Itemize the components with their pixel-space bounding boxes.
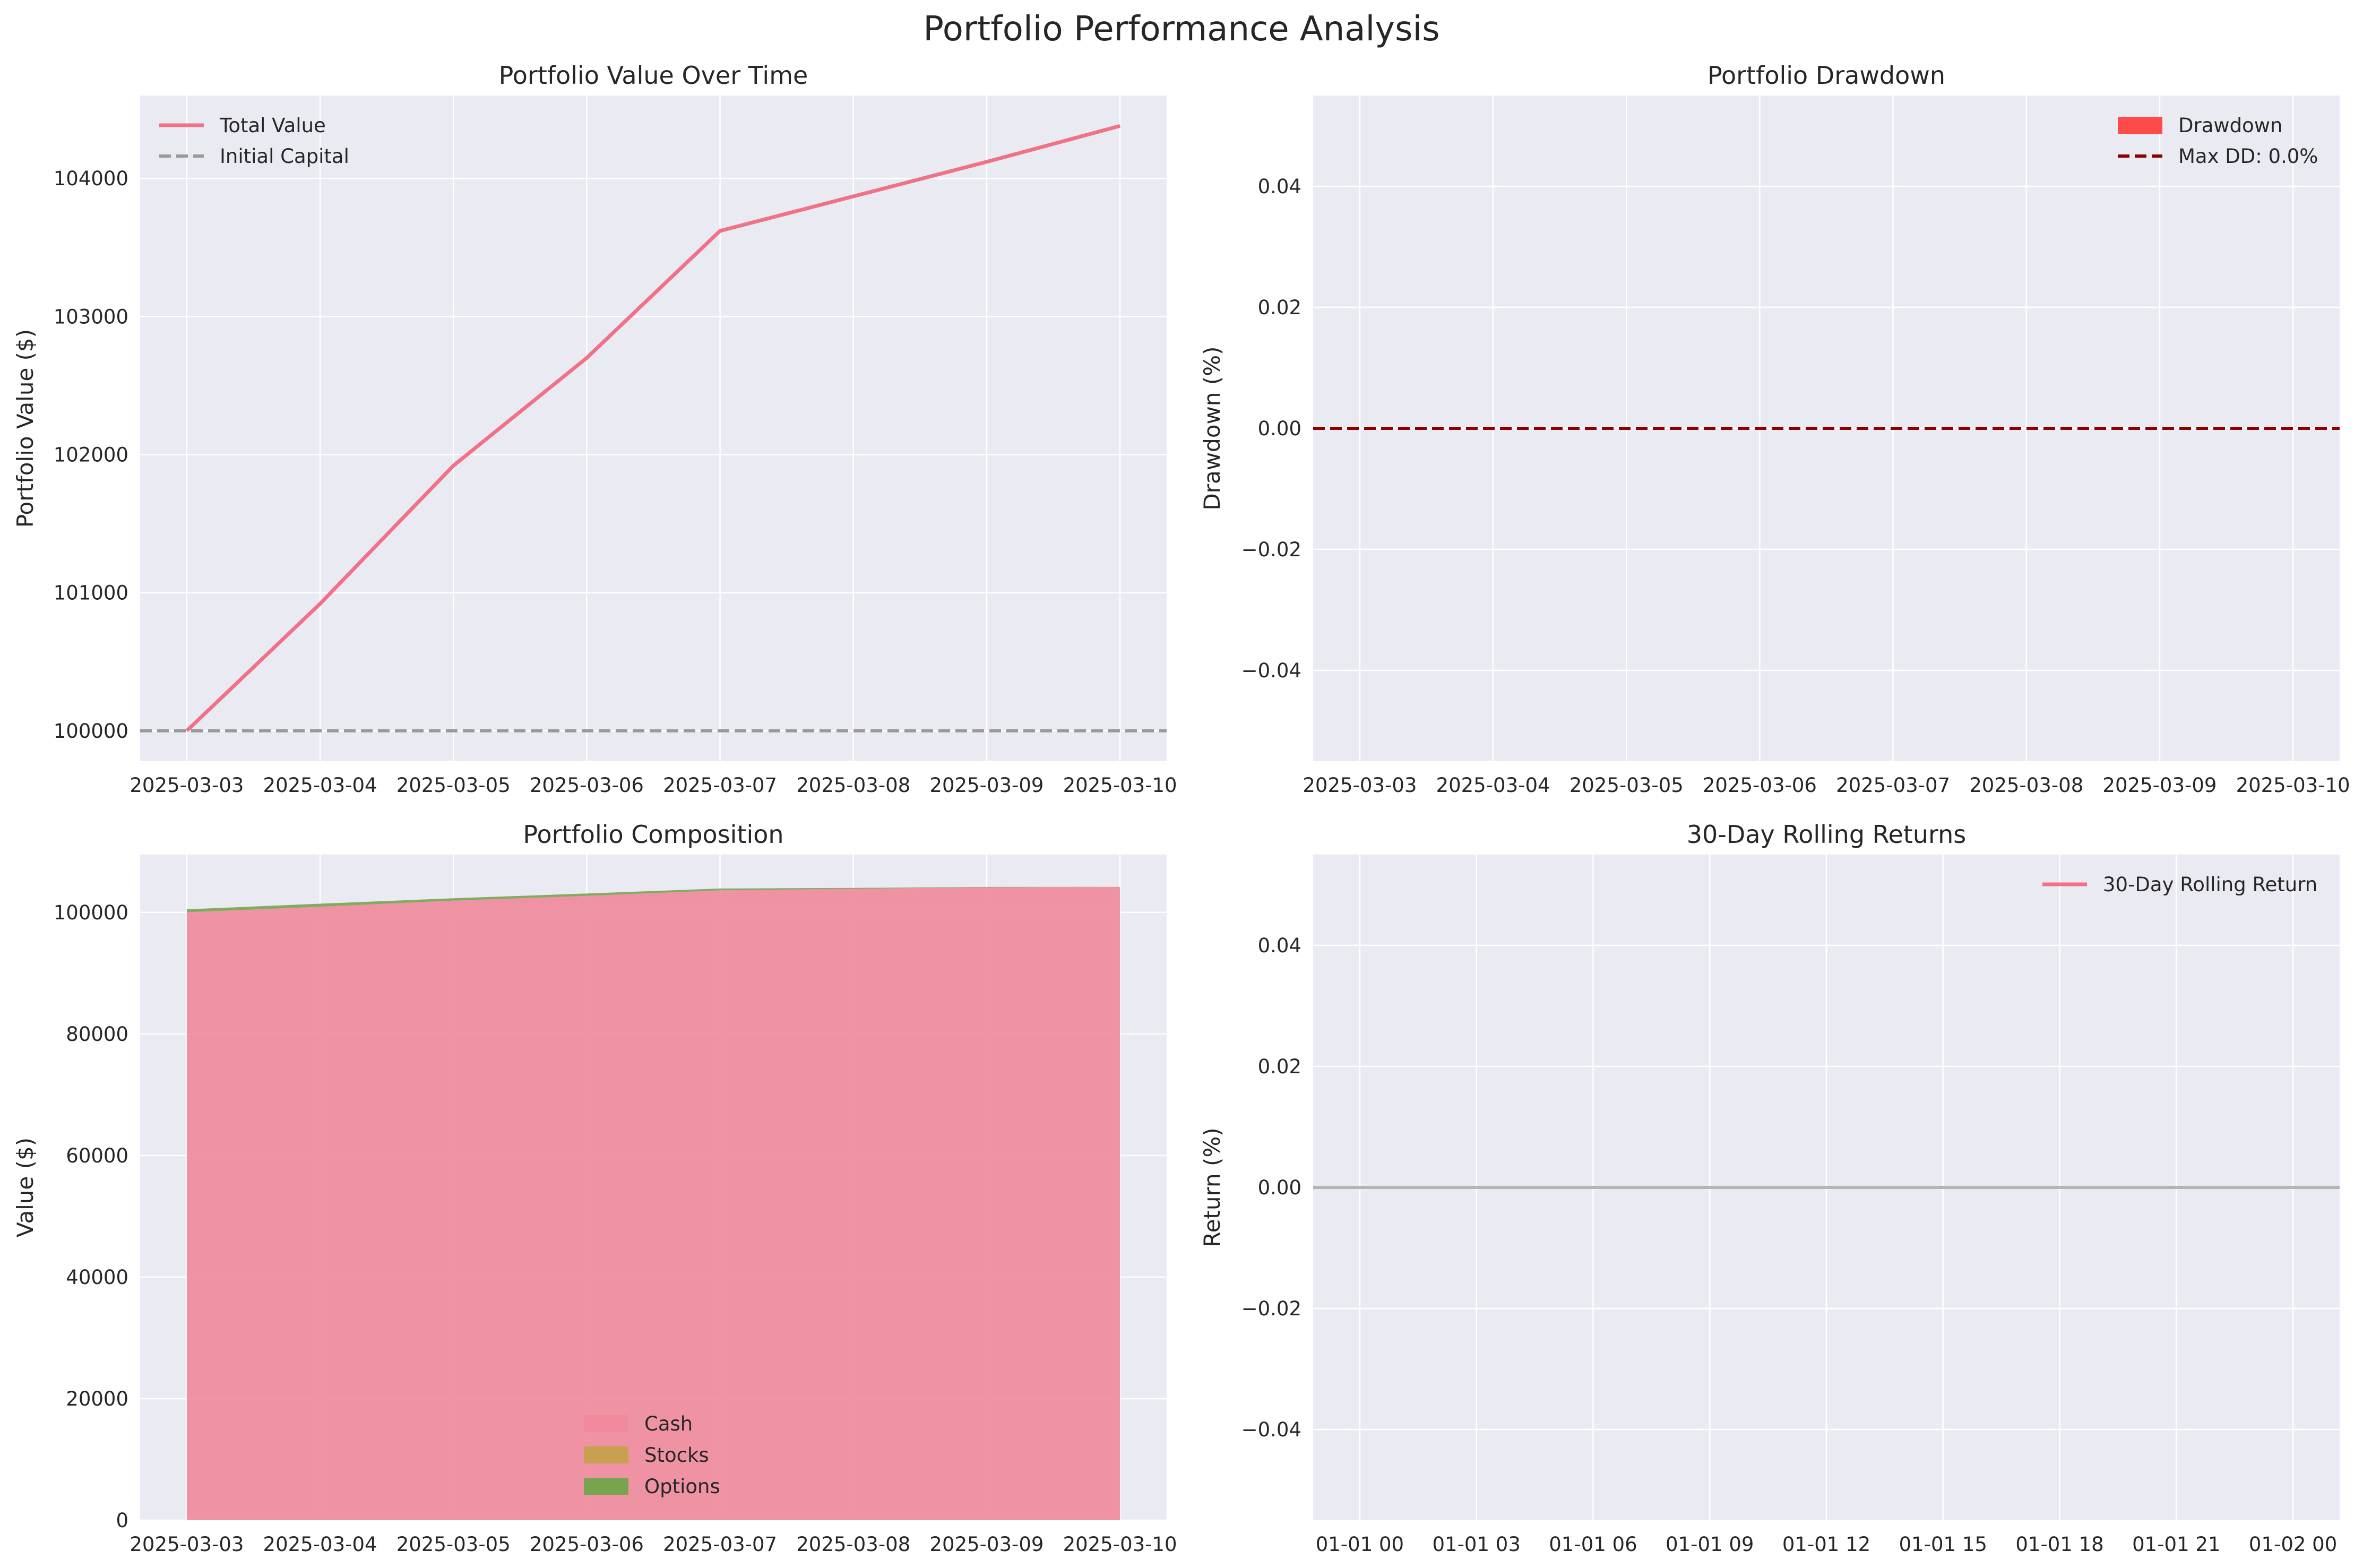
y-tick-label: 101000	[54, 582, 128, 605]
area-cash	[186, 886, 1120, 1520]
plot-data	[186, 886, 1120, 1520]
x-tick-label: 2025-03-08	[796, 1533, 910, 1556]
x-tick-label: 01-01 12	[1782, 1533, 1870, 1556]
y-axis-label: Portfolio Value ($)	[12, 329, 38, 528]
x-tick-label: 2025-03-06	[530, 774, 644, 797]
legend-label: Stocks	[644, 1444, 709, 1467]
x-tick-label: 2025-03-04	[263, 1533, 377, 1556]
panel-title: 30-Day Rolling Returns	[1687, 820, 1967, 849]
x-tick-label: 01-01 03	[1433, 1533, 1521, 1556]
legend-swatch	[584, 1446, 628, 1463]
x-tick-label: 01-01 21	[2132, 1533, 2220, 1556]
plot-area	[140, 96, 1167, 761]
y-tick-label: −0.04	[1241, 1418, 1301, 1441]
y-tick-label: −0.02	[1241, 1297, 1301, 1320]
legend-swatch	[2118, 117, 2162, 134]
y-tick-label: 80000	[66, 1023, 128, 1046]
x-tick-label: 01-01 00	[1316, 1533, 1404, 1556]
legend-swatch	[584, 1415, 628, 1432]
x-tick-label: 01-01 18	[2015, 1533, 2103, 1556]
y-tick-label: 0.00	[1258, 417, 1301, 440]
panel-drawdown: −0.04 −0.02 0.00 0.02 0.04 2025-03-03 2025-03-…	[1199, 61, 2350, 797]
area-options	[186, 886, 1120, 912]
panel-title: Portfolio Value Over Time	[499, 61, 808, 90]
y-tick-label: −0.04	[1241, 659, 1301, 682]
y-tick-label: 0.04	[1258, 934, 1301, 957]
y-tick-label: −0.02	[1241, 538, 1301, 561]
plot-data	[140, 124, 1167, 733]
y-tick-label: 100000	[54, 720, 128, 743]
x-tick-label: 2025-03-03	[1303, 774, 1417, 797]
x-tick-label: 2025-03-05	[1569, 774, 1684, 797]
x-tick-label: 2025-03-09	[2102, 774, 2217, 797]
panel-title: Portfolio Composition	[523, 820, 783, 849]
x-tick-label: 2025-03-09	[929, 1533, 1043, 1556]
x-tick-label: 2025-03-06	[1703, 774, 1817, 797]
legend-label: Max DD: 0.0%	[2178, 145, 2318, 168]
x-tick-label: 01-02 00	[2249, 1533, 2337, 1556]
legend-label: Options	[644, 1475, 720, 1498]
panel-composition: 0 20000 40000 60000 80000 100000 2025-03-03 202…	[12, 820, 1177, 1556]
y-tick-label: 100000	[54, 901, 128, 924]
x-tick-label: 2025-03-05	[396, 774, 511, 797]
x-tick-label: 2025-03-08	[796, 774, 910, 797]
y-tick-label: 102000	[54, 443, 128, 466]
y-tick-label: 0.00	[1258, 1176, 1301, 1199]
y-tick-label: 20000	[66, 1388, 128, 1410]
legend-label: Drawdown	[2178, 114, 2282, 137]
x-tick-label: 2025-03-03	[130, 774, 244, 797]
legend-label: 30-Day Rolling Return	[2103, 873, 2317, 896]
x-tick-label: 2025-03-07	[663, 774, 777, 797]
x-tick-label: 2025-03-03	[130, 1533, 244, 1556]
y-tick-label: 0.02	[1258, 1055, 1301, 1078]
y-axis-label: Return (%)	[1199, 1127, 1225, 1247]
y-tick-label: 40000	[66, 1266, 128, 1289]
y-tick-label: 0.02	[1258, 296, 1301, 319]
x-tick-label: 2025-03-09	[929, 774, 1043, 797]
x-tick-label: 2025-03-10	[2236, 774, 2350, 797]
x-tick-label: 2025-03-08	[1969, 774, 2083, 797]
y-tick-label: 0	[116, 1509, 128, 1532]
panel-title: Portfolio Drawdown	[1707, 61, 1945, 90]
legend-label: Cash	[644, 1412, 693, 1435]
legend-swatch	[584, 1478, 628, 1495]
y-axis-label: Drawdown (%)	[1199, 346, 1225, 510]
x-tick-label: 2025-03-05	[396, 1533, 511, 1556]
y-axis-label: Value ($)	[12, 1138, 38, 1237]
panel-value: 100000 101000 102000 103000 104000 2025-03-03…	[12, 61, 1177, 797]
series-line-total-value	[185, 124, 1121, 733]
figure-title: Portfolio Performance Analysis	[923, 10, 1439, 49]
legend-label: Initial Capital	[220, 145, 349, 168]
panel-rolling: −0.04 −0.02 0.00 0.02 0.04 01-01 00 01-01 03 01…	[1199, 820, 2340, 1556]
x-tick-label: 01-01 06	[1549, 1533, 1637, 1556]
x-tick-label: 2025-03-04	[1436, 774, 1550, 797]
x-tick-label: 2025-03-06	[530, 1533, 644, 1556]
x-tick-label: 2025-03-10	[1063, 774, 1177, 797]
y-tick-label: 60000	[66, 1144, 128, 1167]
y-tick-label: 103000	[54, 305, 128, 328]
x-tick-label: 2025-03-10	[1063, 1533, 1177, 1556]
y-tick-label: 0.04	[1258, 175, 1301, 198]
legend-label: Total Value	[219, 114, 326, 137]
x-tick-label: 2025-03-04	[263, 774, 377, 797]
x-tick-label: 01-01 09	[1666, 1533, 1754, 1556]
x-tick-label: 2025-03-07	[663, 1533, 777, 1556]
x-tick-label: 2025-03-07	[1836, 774, 1950, 797]
x-tick-label: 01-01 15	[1899, 1533, 1987, 1556]
y-tick-label: 104000	[54, 167, 128, 190]
